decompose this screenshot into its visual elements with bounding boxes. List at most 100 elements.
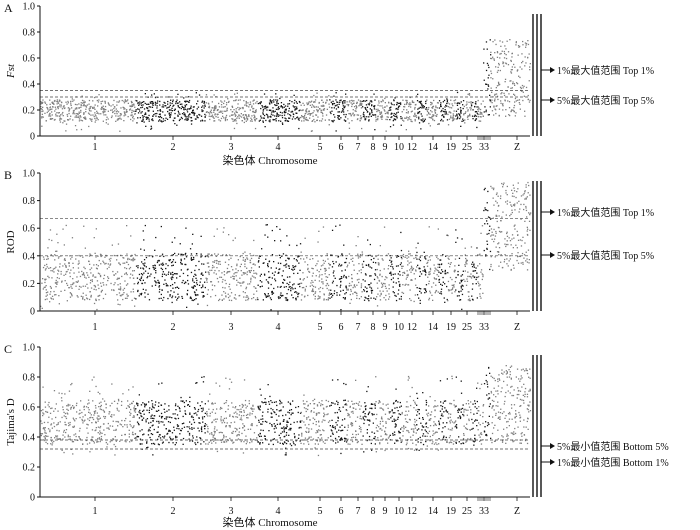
data-point	[162, 111, 164, 113]
data-point	[56, 112, 58, 114]
data-point	[433, 119, 436, 122]
data-point	[440, 272, 442, 274]
data-point	[246, 273, 248, 276]
data-point	[496, 51, 499, 53]
x-tick-label: 2	[171, 142, 176, 153]
data-point	[169, 109, 171, 111]
y-tick-label: 0.4	[23, 251, 36, 262]
data-point	[206, 278, 208, 280]
data-point	[314, 101, 316, 103]
data-point	[369, 102, 371, 104]
data-point	[188, 114, 190, 116]
data-point	[491, 231, 493, 233]
data-point	[268, 109, 271, 111]
data-point	[161, 268, 164, 271]
data-point	[450, 115, 452, 117]
data-point	[227, 264, 230, 266]
data-point	[213, 272, 215, 274]
data-point	[125, 441, 127, 443]
data-point	[505, 189, 507, 192]
data-point	[505, 63, 508, 65]
data-point	[243, 100, 245, 102]
data-point	[157, 116, 160, 118]
data-point	[316, 92, 318, 94]
data-point	[117, 303, 119, 305]
data-point	[437, 102, 439, 104]
data-point	[418, 118, 420, 120]
data-point	[253, 117, 255, 119]
x-tick-label: 5	[318, 142, 323, 153]
data-point	[444, 283, 446, 285]
data-point	[158, 281, 160, 283]
data-point	[339, 224, 341, 226]
data-point	[214, 431, 216, 433]
data-point	[389, 259, 391, 261]
data-point	[202, 291, 204, 293]
data-point	[407, 119, 409, 121]
data-point	[251, 408, 253, 410]
data-point	[65, 424, 67, 426]
data-point	[435, 290, 437, 292]
data-point	[519, 239, 522, 241]
data-point	[49, 293, 51, 295]
data-point	[398, 105, 400, 108]
data-point	[301, 294, 303, 296]
data-point	[479, 108, 482, 111]
data-point	[309, 285, 311, 287]
data-point	[268, 260, 270, 263]
data-point	[41, 116, 43, 118]
data-point	[454, 269, 456, 271]
data-point	[280, 106, 282, 108]
data-point	[520, 195, 523, 197]
data-point	[142, 279, 144, 281]
data-point	[85, 406, 88, 408]
data-point	[168, 441, 170, 444]
data-point	[345, 287, 348, 289]
data-point	[311, 284, 313, 286]
data-point	[420, 113, 422, 115]
data-point	[223, 291, 225, 293]
data-point	[205, 111, 208, 113]
data-point	[170, 261, 173, 264]
data-point	[141, 120, 144, 122]
data-point	[92, 100, 94, 102]
data-point	[130, 235, 132, 237]
data-point	[363, 100, 365, 102]
data-point	[427, 276, 429, 278]
data-point	[196, 382, 198, 384]
data-point	[41, 108, 43, 111]
data-point	[493, 238, 496, 240]
data-point	[489, 268, 491, 271]
data-point	[49, 113, 51, 115]
data-point	[322, 104, 324, 106]
data-point	[164, 435, 166, 437]
data-point	[368, 120, 370, 122]
data-point	[457, 108, 459, 110]
data-point	[139, 443, 141, 445]
data-point	[442, 110, 444, 113]
data-point	[185, 104, 188, 106]
data-point	[145, 419, 147, 421]
data-point	[88, 103, 90, 105]
chromosome-points	[401, 247, 418, 303]
data-point	[424, 257, 426, 259]
data-point	[201, 110, 203, 113]
data-point	[373, 108, 376, 110]
data-point	[464, 247, 466, 249]
data-point	[96, 280, 99, 282]
data-point	[506, 240, 508, 242]
data-point	[128, 436, 130, 438]
data-point	[492, 96, 494, 98]
data-point	[146, 418, 149, 420]
data-point	[100, 282, 102, 284]
data-point	[521, 53, 523, 55]
data-point	[511, 52, 513, 54]
data-point	[323, 262, 325, 264]
data-point	[111, 414, 113, 416]
data-point	[422, 270, 424, 272]
data-point	[171, 278, 173, 281]
data-point	[252, 100, 254, 102]
data-point	[445, 111, 447, 113]
data-point	[78, 254, 80, 257]
data-point	[414, 278, 416, 280]
